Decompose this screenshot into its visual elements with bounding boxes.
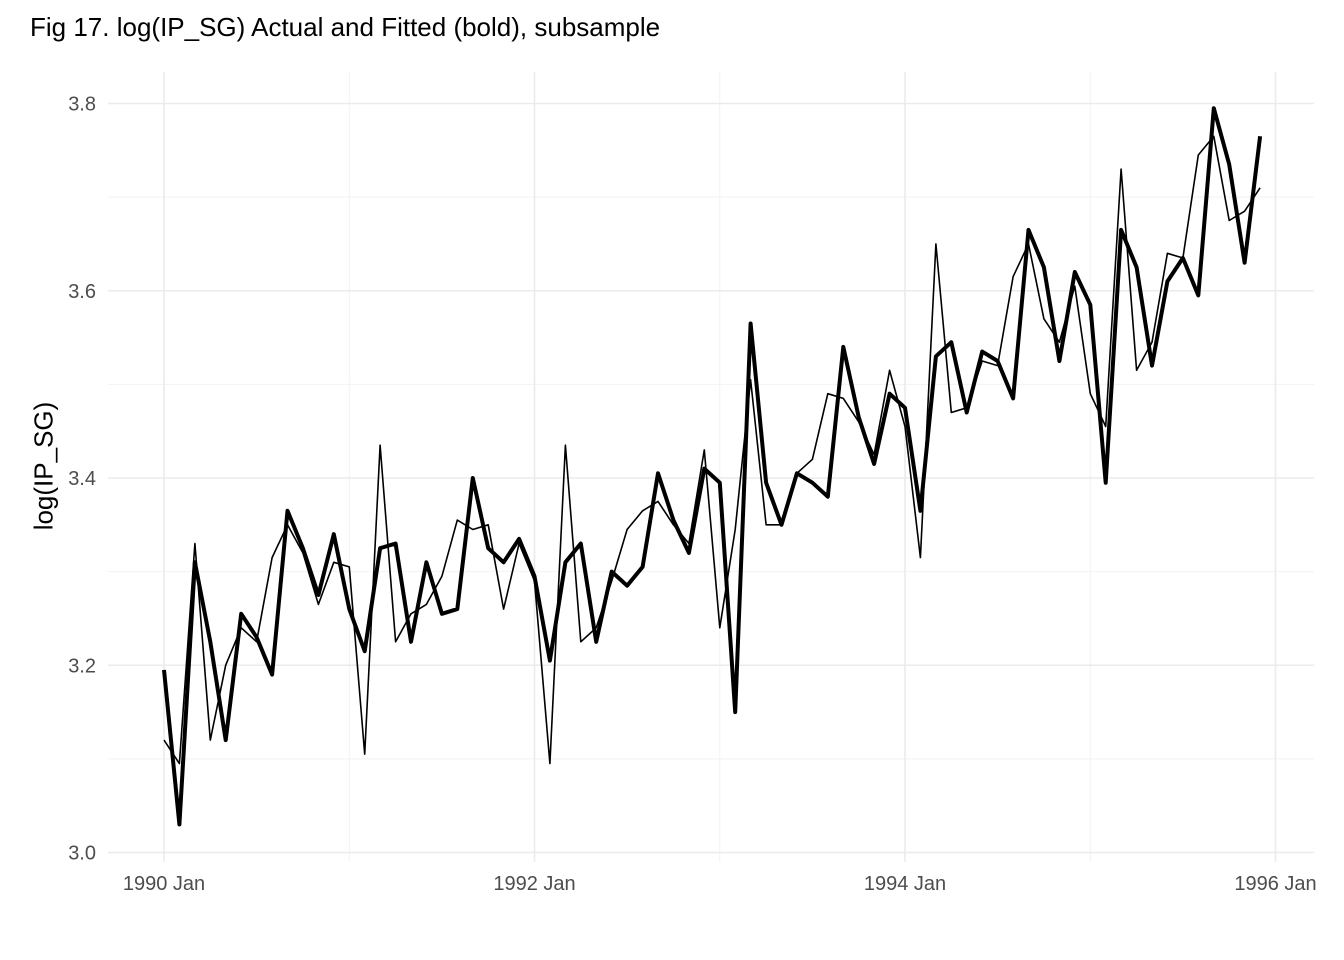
minor-gridlines <box>108 72 1314 862</box>
actual-series-line <box>163 135 1261 765</box>
x-tick-label: 1992 Jan <box>493 873 575 895</box>
x-tick-label: 1994 Jan <box>864 873 946 895</box>
y-tick-label: 3.2 <box>68 655 96 677</box>
y-axis-ticks: 3.0 3.2 3.4 3.6 3.8 <box>68 94 96 865</box>
y-tick-label: 3.6 <box>68 281 96 303</box>
y-tick-label: 3.0 <box>68 843 96 865</box>
major-gridlines <box>108 72 1314 862</box>
x-tick-label: 1990 Jan <box>123 873 205 895</box>
y-tick-label: 3.8 <box>68 94 96 116</box>
x-axis-ticks: 1990 Jan 1992 Jan 1994 Jan 1996 Jan <box>123 873 1317 895</box>
series-layer <box>162 106 1263 827</box>
chart-title: Fig 17. log(IP_SG) Actual and Fitted (bo… <box>30 12 661 42</box>
x-tick-label: 1996 Jan <box>1234 873 1316 895</box>
fitted-series-line <box>162 106 1263 827</box>
y-tick-label: 3.4 <box>68 468 96 490</box>
